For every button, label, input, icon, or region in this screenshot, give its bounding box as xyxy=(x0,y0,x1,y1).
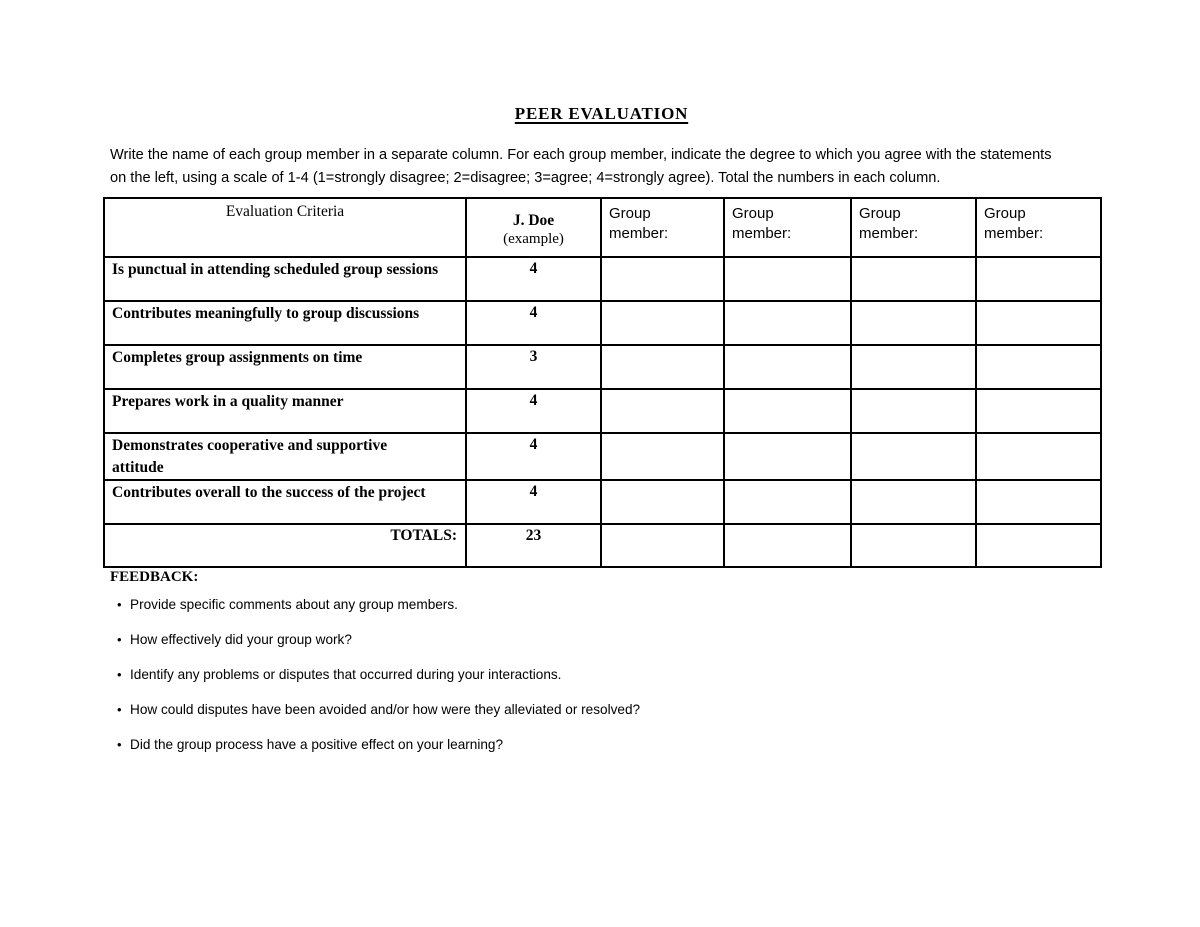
criterion-label: Contributes overall to the success of th… xyxy=(103,479,467,525)
feedback-bullet-item: • Did the group process have a positive … xyxy=(110,736,1030,754)
member-score-cell xyxy=(600,256,725,302)
member-score-cell xyxy=(850,344,977,390)
member-score-cell xyxy=(975,479,1102,525)
feedback-bullet-item: • How could disputes have been avoided a… xyxy=(110,701,1030,719)
totals-member-cell xyxy=(850,523,977,568)
feedback-bullet-text: Did the group process have a positive ef… xyxy=(130,737,504,752)
member-score-cell xyxy=(850,479,977,525)
feedback-section: FEEDBACK: • Provide specific comments ab… xyxy=(110,569,1030,771)
member-header-label: Group member: xyxy=(732,205,792,242)
member-score-cell xyxy=(975,256,1102,302)
member-score-cell xyxy=(975,432,1102,481)
column-header-member-1: Group member: xyxy=(600,197,725,258)
member-header-label: Group member: xyxy=(609,205,669,242)
bullet-icon: • xyxy=(117,632,122,647)
member-header-label: Group member: xyxy=(859,205,919,242)
member-score-cell xyxy=(723,388,852,434)
feedback-bullet-text: Identify any problems or disputes that o… xyxy=(130,667,562,682)
example-score: 4 xyxy=(465,388,602,434)
criterion-label: Completes group assignments on time xyxy=(103,344,467,390)
table-header-row: Evaluation Criteria J. Doe (example) Gro… xyxy=(103,197,1102,258)
column-header-member-2: Group member: xyxy=(723,197,852,258)
evaluation-table: Evaluation Criteria J. Doe (example) Gro… xyxy=(103,197,1102,568)
column-header-member-3: Group member: xyxy=(850,197,977,258)
criterion-label: Is punctual in attending scheduled group… xyxy=(103,256,467,302)
criteria-row-quality-work: Prepares work in a quality manner 4 xyxy=(103,388,1102,434)
column-header-criteria: Evaluation Criteria xyxy=(103,197,467,258)
example-score: 4 xyxy=(465,479,602,525)
feedback-bullet-item: • Identify any problems or disputes that… xyxy=(110,666,1030,684)
totals-row: TOTALS: 23 xyxy=(103,523,1102,568)
feedback-heading: FEEDBACK: xyxy=(110,569,199,585)
criteria-row-overall-success: Contributes overall to the success of th… xyxy=(103,479,1102,525)
criteria-row-completes-assignments: Completes group assignments on time 3 xyxy=(103,344,1102,390)
criteria-row-cooperative-attitude: Demonstrates cooperative and supportive … xyxy=(103,432,1102,481)
criteria-row-contributes-discussions: Contributes meaningfully to group discus… xyxy=(103,300,1102,346)
feedback-bullet-text: How could disputes have been avoided and… xyxy=(130,702,641,717)
member-score-cell xyxy=(600,300,725,346)
member-score-cell xyxy=(850,388,977,434)
totals-member-cell xyxy=(600,523,725,568)
example-score: 3 xyxy=(465,344,602,390)
criterion-label: Contributes meaningfully to group discus… xyxy=(103,300,467,346)
feedback-bullet-item: • Provide specific comments about any gr… xyxy=(110,596,1030,614)
member-score-cell xyxy=(975,344,1102,390)
feedback-bullet-item: • How effectively did your group work? xyxy=(110,631,1030,649)
totals-label: TOTALS: xyxy=(103,523,467,568)
example-name: J. Doe xyxy=(512,212,555,229)
bullet-icon: • xyxy=(117,597,122,612)
bullet-icon: • xyxy=(117,667,122,682)
intro-line-1: Write the name of each group member in a… xyxy=(110,147,1052,163)
member-score-cell xyxy=(850,300,977,346)
intro-line-2: on the left, using a scale of 1-4 (1=str… xyxy=(110,170,941,186)
criterion-label: Prepares work in a quality manner xyxy=(103,388,467,434)
feedback-bullet-text: Provide specific comments about any grou… xyxy=(130,597,458,612)
totals-example-value: 23 xyxy=(465,523,602,568)
member-score-cell xyxy=(723,479,852,525)
column-header-example: J. Doe (example) xyxy=(465,197,602,258)
member-score-cell xyxy=(600,432,725,481)
intro-paragraph: Write the name of each group member in a… xyxy=(110,144,1095,190)
bullet-icon: • xyxy=(117,737,122,752)
example-subtitle: (example) xyxy=(503,231,564,247)
document-title: PEER EVALUATION xyxy=(514,104,689,123)
member-header-label: Group member: xyxy=(984,205,1044,242)
member-score-cell xyxy=(723,300,852,346)
totals-member-cell xyxy=(975,523,1102,568)
totals-member-cell xyxy=(723,523,852,568)
example-score: 4 xyxy=(465,300,602,346)
member-score-cell xyxy=(600,344,725,390)
criteria-row-punctual: Is punctual in attending scheduled group… xyxy=(103,256,1102,302)
example-score: 4 xyxy=(465,432,602,481)
column-header-member-4: Group member: xyxy=(975,197,1102,258)
feedback-bullet-text: How effectively did your group work? xyxy=(130,632,352,647)
member-score-cell xyxy=(975,300,1102,346)
member-score-cell xyxy=(850,256,977,302)
criterion-label: Demonstrates cooperative and supportive … xyxy=(103,432,467,481)
member-score-cell xyxy=(975,388,1102,434)
example-score: 4 xyxy=(465,256,602,302)
member-score-cell xyxy=(600,479,725,525)
member-score-cell xyxy=(600,388,725,434)
member-score-cell xyxy=(723,344,852,390)
bullet-icon: • xyxy=(117,702,122,717)
member-score-cell xyxy=(723,256,852,302)
member-score-cell xyxy=(723,432,852,481)
member-score-cell xyxy=(850,432,977,481)
